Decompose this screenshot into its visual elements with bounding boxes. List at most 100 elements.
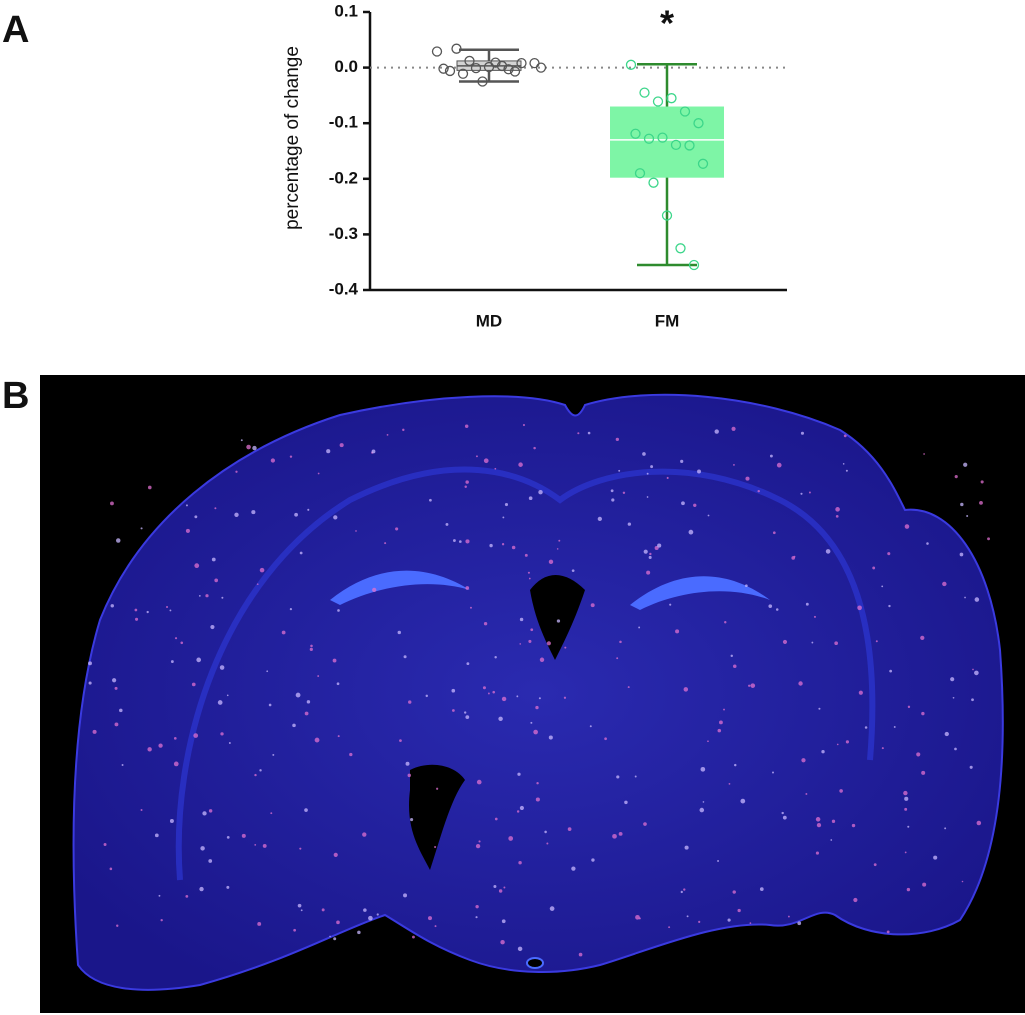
cell-dot: [516, 810, 520, 813]
cell-dot: [536, 782, 539, 785]
cell-dot: [693, 503, 697, 508]
cell-dot: [950, 677, 955, 682]
cell-dot: [434, 925, 437, 928]
cell-dot: [458, 540, 462, 543]
cell-dot: [907, 825, 910, 828]
data-point: [693, 118, 704, 129]
cell-dot: [494, 467, 497, 470]
cell-dot: [616, 775, 620, 779]
cell-dot: [963, 462, 968, 467]
cell-dot: [749, 922, 752, 924]
data-point: [643, 133, 655, 144]
cell-dot: [830, 839, 833, 841]
cell-dot: [492, 690, 496, 694]
cell-dot: [266, 670, 269, 673]
cell-dot: [775, 608, 779, 611]
cell-dot: [717, 728, 722, 733]
cell-dot: [304, 808, 308, 812]
cell-dot: [240, 439, 243, 442]
cell-dot: [889, 669, 893, 673]
cell-dot: [465, 586, 470, 590]
cell-dot: [146, 610, 149, 614]
data-point: [625, 59, 637, 70]
cell-dot: [740, 798, 746, 804]
cell-dot: [648, 555, 652, 559]
cell-dot: [483, 622, 488, 626]
white-matter: [175, 466, 876, 881]
cell-dot: [254, 773, 257, 777]
cell-dot: [228, 742, 231, 744]
cell-dot: [259, 769, 262, 772]
cell-dot: [483, 458, 489, 464]
cell-dot: [487, 692, 490, 695]
cell-dot: [466, 662, 470, 666]
cell-dot: [333, 937, 337, 941]
cell-dot: [110, 501, 114, 506]
cell-dot: [612, 833, 617, 839]
x-tick-label: MD: [476, 311, 502, 330]
data-point: [652, 96, 664, 107]
cell-dot: [158, 743, 163, 748]
cell-dot: [563, 696, 567, 699]
cell-dot: [669, 603, 672, 606]
cell-dot: [530, 628, 534, 632]
cell-dot: [851, 823, 856, 828]
cell-dot: [252, 445, 257, 451]
cell-dot: [622, 491, 626, 495]
cell-dot: [646, 472, 649, 475]
cell-dot: [680, 890, 683, 894]
cell-dot: [307, 508, 310, 511]
cell-dot: [731, 426, 736, 431]
cell-dot: [920, 635, 925, 641]
cell-dot: [196, 657, 202, 663]
cell-dot: [88, 661, 92, 666]
cell-dot: [357, 930, 361, 935]
cell-dot: [745, 584, 748, 588]
data-point: [684, 140, 695, 151]
y-tick-label: -0.4: [329, 279, 359, 298]
cell-dot: [317, 675, 320, 677]
cell-dot: [727, 918, 731, 922]
y-tick-label: -0.3: [329, 224, 358, 243]
cell-dot: [333, 852, 338, 857]
cell-dot: [782, 639, 788, 645]
cell-dot: [732, 890, 736, 894]
cell-dot: [538, 697, 541, 700]
cell-dot: [979, 500, 983, 505]
cell-dot: [140, 809, 143, 812]
panel-label: B: [2, 375, 29, 417]
box: [610, 106, 724, 178]
cell-dot: [304, 711, 309, 716]
cell-dot: [546, 641, 551, 646]
cell-dot: [503, 886, 506, 889]
data-point: [535, 62, 547, 73]
cell-dot: [464, 424, 469, 428]
cell-dot: [839, 789, 843, 793]
cell-dot: [504, 502, 509, 507]
cell-dot: [821, 750, 825, 754]
cell-dot: [519, 643, 522, 645]
cell-dot: [954, 475, 958, 479]
cell-dot: [627, 522, 632, 526]
cell-dot: [452, 539, 456, 542]
cell-dot: [134, 608, 138, 612]
cell-dot: [923, 453, 925, 455]
cell-dot: [208, 859, 213, 863]
data-point: [679, 106, 691, 117]
cell-dot: [173, 761, 179, 767]
cell-dot: [610, 489, 614, 493]
cell-dot: [734, 763, 737, 767]
cell-dot: [853, 897, 858, 903]
cell-dot: [944, 827, 947, 830]
cell-dot: [769, 454, 773, 458]
cell-dot: [112, 678, 117, 683]
cell-dot: [748, 684, 751, 687]
cell-dot: [699, 807, 705, 813]
cell-dot: [556, 548, 559, 550]
cell-dot: [464, 485, 467, 489]
cell-dot: [922, 882, 927, 887]
cell-dot: [310, 644, 313, 648]
cell-dot: [92, 729, 97, 734]
cell-dot: [147, 747, 152, 752]
